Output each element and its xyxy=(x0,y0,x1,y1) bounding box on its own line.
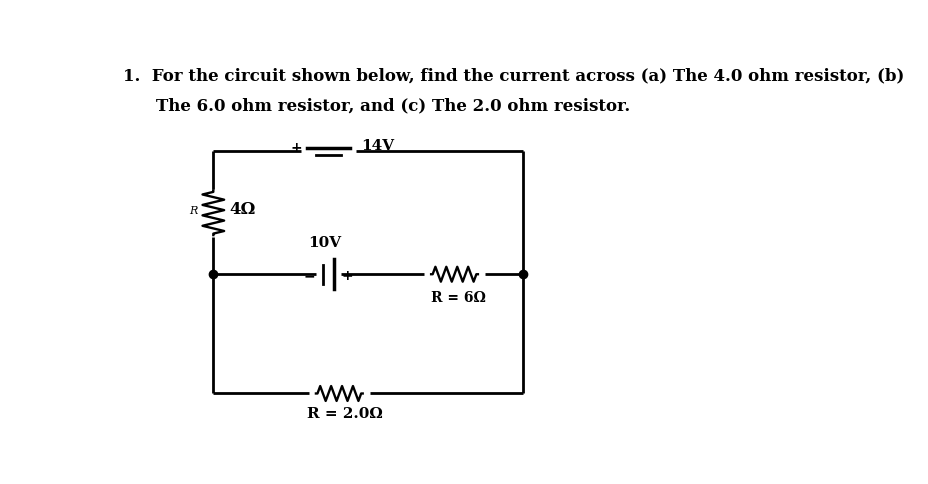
Text: 10V: 10V xyxy=(308,236,342,250)
Text: R: R xyxy=(189,206,198,216)
Text: R = 2.0Ω: R = 2.0Ω xyxy=(307,407,382,421)
Text: +: + xyxy=(342,269,353,283)
Text: 1.  For the circuit shown below, find the current across (a) The 4.0 ohm resisto: 1. For the circuit shown below, find the… xyxy=(123,67,904,84)
Text: −: − xyxy=(303,269,316,283)
Text: The 6.0 ohm resistor, and (c) The 2.0 ohm resistor.: The 6.0 ohm resistor, and (c) The 2.0 oh… xyxy=(156,97,629,114)
Text: +: + xyxy=(290,140,302,154)
Text: 14V: 14V xyxy=(360,138,393,152)
Text: R = 6Ω: R = 6Ω xyxy=(431,291,485,305)
Text: 4Ω: 4Ω xyxy=(229,200,255,217)
